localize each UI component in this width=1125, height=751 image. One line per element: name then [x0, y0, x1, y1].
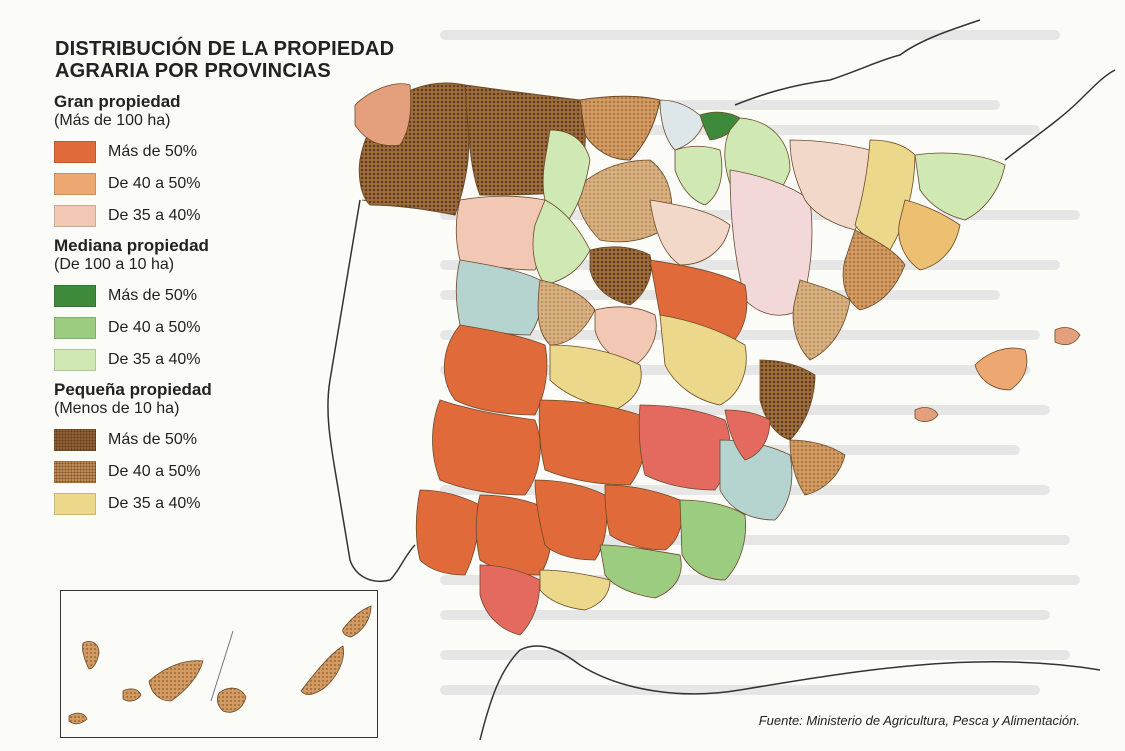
legend-heading: Pequeña propiedad	[54, 380, 212, 399]
legend-subheading: (De 100 a 10 ha)	[54, 256, 175, 273]
legend-item: Más de 50%	[54, 136, 314, 168]
province-huelva	[415, 489, 481, 576]
legend-group-pequena: Pequeña propiedad (Menos de 10 ha) Más d…	[54, 380, 314, 520]
legend-group-gran: Gran propiedad (Más de 100 ha) Más de 50…	[54, 92, 314, 232]
province-segovia	[589, 246, 652, 306]
legend-swatch	[54, 429, 96, 451]
map-title-line1: DISTRIBUCIÓN DE LA PROPIEDAD	[55, 38, 395, 60]
province-ciudad-real	[538, 399, 646, 486]
province-barcelona	[898, 199, 961, 271]
legend-label: Más de 50%	[108, 143, 197, 160]
province-coruna	[354, 83, 412, 147]
province-cuenca	[659, 314, 747, 406]
island-la-gomera	[122, 688, 142, 702]
legend-label: De 40 a 50%	[108, 175, 201, 192]
legend-swatch	[54, 349, 96, 371]
canary-islands-map	[68, 605, 372, 725]
map-title: DISTRIBUCIÓN DE LA PROPIEDAD AGRARIA POR…	[55, 38, 394, 82]
legend-item: De 40 a 50%	[54, 312, 314, 344]
legend: Gran propiedad (Más de 100 ha) Más de 50…	[54, 92, 314, 524]
legend-subheading: (Más de 100 ha)	[54, 112, 171, 129]
island-la-palma	[82, 641, 100, 670]
province-leon-zamora	[455, 195, 548, 271]
island-ibiza	[914, 407, 939, 422]
province-toledo	[549, 344, 642, 411]
island-el-hierro	[68, 712, 88, 725]
province-cadiz	[479, 564, 541, 636]
legend-label: De 35 a 40%	[108, 207, 201, 224]
legend-item: De 35 a 40%	[54, 488, 314, 520]
legend-heading: Gran propiedad	[54, 92, 181, 111]
province-cantabria	[579, 95, 661, 161]
legend-group-mediana: Mediana propiedad (De 100 a 10 ha) Más d…	[54, 236, 314, 376]
province-valladolid	[532, 199, 591, 286]
island-lanzarote	[342, 605, 372, 638]
province-almeria	[679, 499, 746, 581]
province-madrid	[594, 306, 657, 366]
legend-label: Más de 50%	[108, 287, 197, 304]
province-castellon	[724, 409, 771, 461]
province-palencia	[542, 129, 591, 231]
legend-item: De 35 a 40%	[54, 344, 314, 376]
legend-item: Más de 50%	[54, 424, 314, 456]
province-salamanca	[455, 259, 543, 336]
legend-heading: Mediana propiedad	[54, 236, 209, 255]
legend-subheading: (Menos de 10 ha)	[54, 400, 180, 417]
province-avila	[537, 279, 596, 346]
legend-label: De 40 a 50%	[108, 319, 201, 336]
canary-islands-inset	[60, 590, 378, 738]
legend-label: De 35 a 40%	[108, 495, 201, 512]
africa-coast	[479, 645, 1101, 741]
province-badajoz	[432, 399, 541, 496]
legend-swatch	[54, 461, 96, 483]
island-menorca	[1054, 327, 1081, 346]
map-title-line2: AGRARIA POR PROVINCIAS	[55, 60, 331, 82]
province-granada	[599, 544, 682, 599]
province-girona	[914, 152, 1006, 221]
province-cordoba	[534, 479, 608, 561]
province-vizcaya	[659, 99, 706, 151]
island-fuerteventura	[300, 645, 344, 695]
legend-label: Más de 50%	[108, 431, 197, 448]
portugal-outline	[327, 199, 416, 582]
legend-label: De 35 a 40%	[108, 351, 201, 368]
legend-swatch	[54, 285, 96, 307]
france-coast	[734, 19, 981, 106]
legend-item: De 35 a 40%	[54, 200, 314, 232]
legend-item: De 40 a 50%	[54, 456, 314, 488]
province-jaen	[604, 484, 683, 551]
province-malaga	[539, 569, 611, 611]
province-soria	[649, 199, 731, 266]
island-mallorca	[974, 347, 1028, 391]
province-alicante	[789, 439, 846, 496]
legend-swatch	[54, 493, 96, 515]
legend-swatch	[54, 205, 96, 227]
island-gran-canaria	[216, 687, 247, 713]
province-alava	[674, 145, 723, 206]
legend-item: Más de 50%	[54, 280, 314, 312]
legend-swatch	[54, 173, 96, 195]
legend-swatch	[54, 141, 96, 163]
legend-swatch	[54, 317, 96, 339]
province-tarragona	[842, 229, 906, 311]
province-teruel	[792, 279, 851, 361]
source-caption: Fuente: Ministerio de Agricultura, Pesca…	[758, 713, 1080, 728]
legend-item: De 40 a 50%	[54, 168, 314, 200]
island-tenerife	[148, 660, 204, 702]
province-albacete	[638, 404, 731, 491]
legend-label: De 40 a 50%	[108, 463, 201, 480]
province-caceres	[443, 324, 548, 416]
france-south-coast	[1004, 69, 1116, 161]
